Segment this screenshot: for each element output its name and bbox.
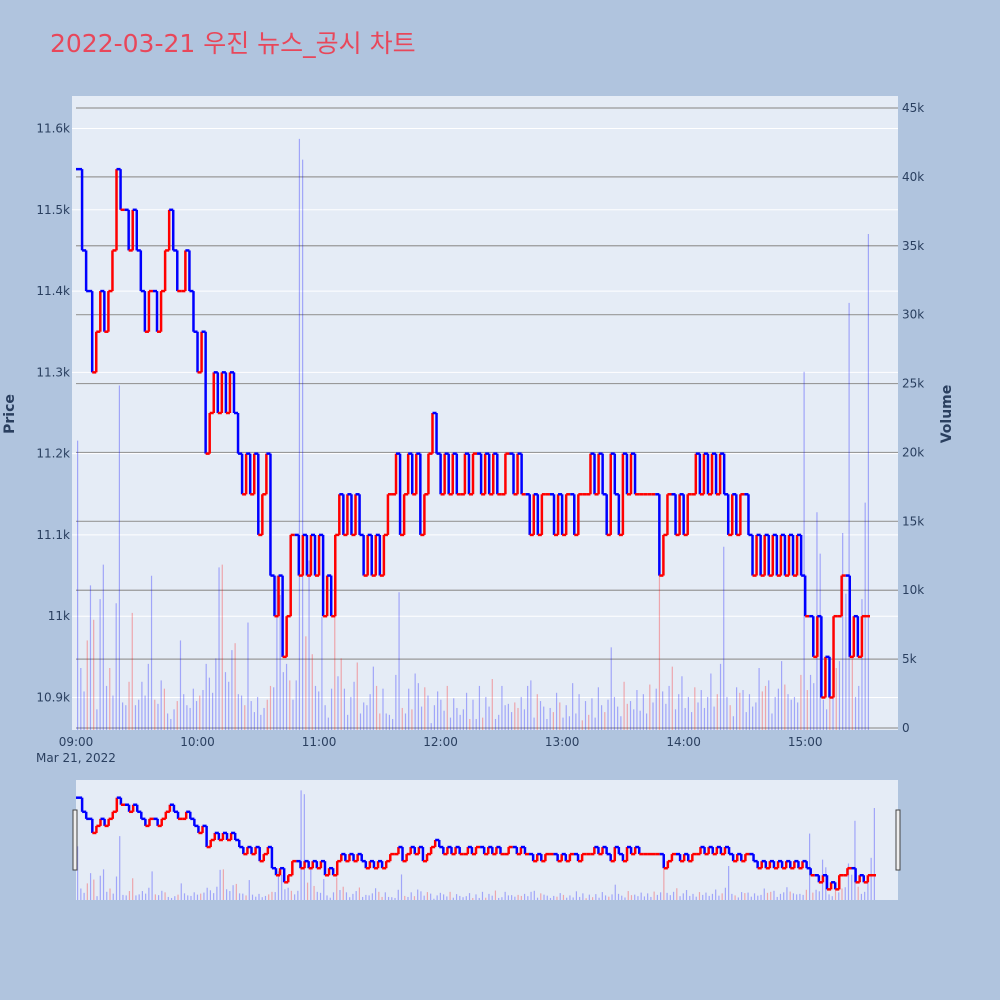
time-tick-label: 15:00	[788, 735, 823, 749]
time-tick-label: 11:00	[302, 735, 337, 749]
time-tick-label: 12:00	[423, 735, 458, 749]
range-slider-right-handle[interactable]	[895, 809, 901, 871]
volume-tick-label: 30k	[902, 308, 924, 322]
price-tick-label: 11.2k	[36, 447, 70, 461]
volume-gridlines	[76, 107, 898, 729]
volume-tick-label: 20k	[902, 445, 924, 459]
volume-tick-label: 5k	[902, 652, 917, 666]
time-tick-label: 14:00	[666, 735, 701, 749]
price-tick-label: 11.1k	[36, 528, 70, 542]
volume-tick-label: 45k	[902, 101, 924, 115]
range-slider-volume	[77, 790, 875, 900]
range-slider-left-handle[interactable]	[72, 809, 78, 871]
volume-tick-label: 10k	[902, 583, 924, 597]
time-tick-label: 10:00	[180, 735, 215, 749]
volume-bars	[77, 138, 869, 730]
volume-tick-label: 40k	[902, 170, 924, 184]
price-tick-label: 11k	[48, 609, 70, 623]
volume-tick-label: 25k	[902, 377, 924, 391]
price-tick-label: 10.9k	[36, 690, 70, 704]
volume-tick-label: 15k	[902, 514, 924, 528]
time-tick-label: 09:00	[59, 735, 94, 749]
price-tick-label: 11.4k	[36, 284, 70, 298]
main-plot-area[interactable]	[72, 96, 898, 730]
volume-tick-label: 35k	[902, 239, 924, 253]
y2-axis-title: Volume	[939, 385, 955, 444]
range-slider[interactable]	[76, 780, 898, 900]
time-tick-label: 13:00	[545, 735, 580, 749]
time-axis: 09:00 10:00 11:00 12:00 13:00 14:00 15:00	[59, 735, 823, 749]
volume-tick-label: 0	[902, 721, 910, 735]
y-axis-title: Price	[2, 394, 18, 434]
price-tick-label: 11.3k	[36, 365, 70, 379]
price-candles	[76, 167, 870, 699]
volume-axis: 0 5k 10k 15k 20k 25k 30k 35k 40k 45k	[902, 101, 924, 735]
chart-title: 2022-03-21 우진 뉴스_공시 차트	[50, 29, 416, 58]
price-tick-label: 11.5k	[36, 203, 70, 217]
price-tick-label: 11.6k	[36, 122, 70, 136]
date-label: Mar 21, 2022	[36, 751, 116, 765]
range-slider-price	[76, 796, 876, 891]
price-axis: 10.9k 11k 11.1k 11.2k 11.3k 11.4k 11.5k 11.6k	[36, 122, 70, 705]
